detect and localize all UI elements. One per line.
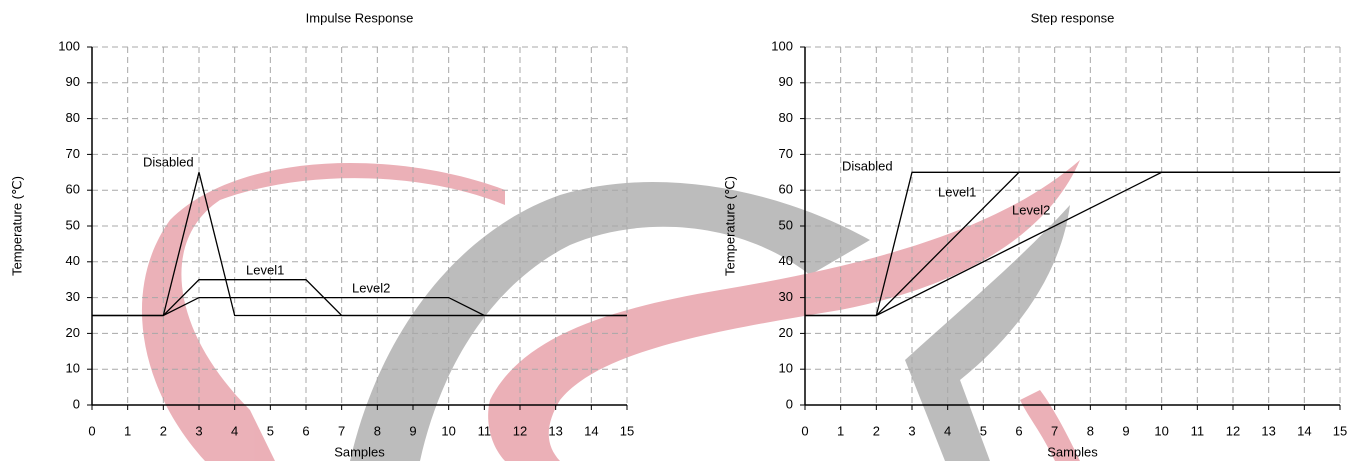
x-tick-label: 15 [620,423,634,438]
x-tick-label: 9 [1122,423,1129,438]
x-tick-label: 1 [124,423,131,438]
x-tick-label: 8 [374,423,381,438]
x-tick-label: 11 [1191,423,1205,438]
y-tick-label: 40 [779,253,793,268]
series-label: Level2 [1012,202,1050,217]
x-axis-label: Samples [334,444,385,459]
y-tick-label: 40 [66,253,80,268]
y-tick-label: 80 [779,110,793,125]
x-tick-label: 2 [160,423,167,438]
x-tick-label: 7 [338,423,345,438]
series-line [92,296,627,317]
x-tick-label: 12 [1226,423,1240,438]
x-tick-label: 0 [88,423,95,438]
series-label: Level1 [938,184,976,199]
x-tick-label: 14 [584,423,598,438]
x-tick-label: 3 [908,423,915,438]
y-tick-label: 50 [779,217,793,232]
x-axis-label: Samples [1047,444,1098,459]
watermark [141,160,1080,462]
y-tick-label: 10 [779,361,793,376]
x-tick-label: 4 [944,423,951,438]
y-tick-label: 10 [66,361,80,376]
x-tick-label: 8 [1087,423,1094,438]
y-tick-label: 90 [779,74,793,89]
y-tick-label: 0 [786,396,793,411]
y-tick-label: 60 [66,182,80,197]
x-tick-label: 4 [231,423,238,438]
x-tick-label: 12 [513,423,527,438]
series-label: Disabled [842,158,893,173]
y-tick-label: 60 [779,182,793,197]
x-tick-label: 2 [873,423,880,438]
series-label: Disabled [143,154,194,169]
x-tick-label: 13 [1261,423,1275,438]
x-tick-label: 14 [1297,423,1311,438]
x-tick-label: 6 [302,423,309,438]
series-label: Level2 [352,280,390,295]
y-tick-label: 70 [66,146,80,161]
x-tick-label: 13 [548,423,562,438]
y-tick-label: 30 [66,289,80,304]
x-tick-label: 3 [195,423,202,438]
y-tick-label: 80 [66,110,80,125]
y-tick-label: 70 [779,146,793,161]
y-tick-label: 0 [73,396,80,411]
chart-title: Step response [1031,10,1115,25]
series-label: Level1 [246,262,284,277]
x-tick-label: 0 [801,423,808,438]
x-tick-label: 10 [441,423,455,438]
y-tick-label: 50 [66,217,80,232]
x-tick-label: 15 [1333,423,1347,438]
y-tick-label: 20 [66,325,80,340]
x-tick-label: 7 [1051,423,1058,438]
x-tick-label: 10 [1154,423,1168,438]
x-tick-label: 11 [478,423,492,438]
series-line [805,171,1340,317]
x-tick-label: 1 [837,423,844,438]
x-tick-label: 5 [267,423,274,438]
y-axis-label: Temperature (℃) [9,176,24,276]
chart-title: Impulse Response [306,10,414,25]
charts: Impulse Response Samples Temperature (℃) 0 1… [9,10,1347,459]
x-tick-label: 6 [1015,423,1022,438]
y-tick-label: 100 [58,38,80,53]
x-tick-label: 5 [980,423,987,438]
y-tick-label: 100 [771,38,793,53]
y-tick-label: 90 [66,74,80,89]
y-axis-label: Temperature (℃) [722,176,737,276]
y-tick-label: 30 [779,289,793,304]
y-tick-label: 20 [779,325,793,340]
x-tick-label: 9 [409,423,416,438]
